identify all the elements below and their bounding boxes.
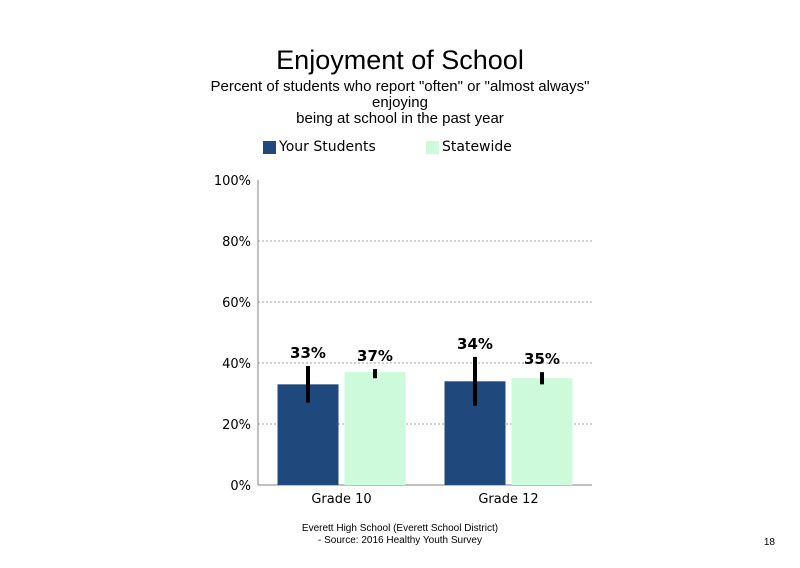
data-label: 34% [457, 335, 493, 353]
legend-label-statewide: Statewide [442, 139, 512, 155]
footer-source: - Source: 2016 Healthy Youth Survey [318, 535, 482, 546]
x-tick-label: Grade 12 [478, 492, 538, 507]
legend-item-your-students: Your Students [263, 139, 376, 155]
legend-swatch-statewide [426, 140, 439, 154]
data-label: 33% [290, 344, 326, 362]
chart-title: Enjoyment of School [276, 45, 524, 75]
y-tick-label: 20% [222, 418, 251, 433]
y-tick-label: 80% [222, 235, 251, 250]
legend-label-your-students: Your Students [279, 139, 376, 155]
y-tick-label: 40% [222, 357, 251, 372]
chart-legend: Your Students Statewide [263, 139, 563, 159]
page-number: 18 [763, 537, 775, 548]
bar [344, 372, 406, 485]
y-tick-label: 60% [222, 296, 251, 311]
data-label: 37% [357, 347, 393, 365]
source-footer: Everett High School (Everett School Dist… [250, 523, 550, 547]
data-label: 35% [524, 350, 560, 368]
legend-item-statewide: Statewide [426, 139, 512, 155]
bar [511, 378, 573, 485]
y-tick-label: 0% [230, 479, 251, 494]
subtitle-line-3: being at school in the past year [296, 110, 504, 127]
x-tick-label: Grade 10 [311, 492, 371, 507]
chart-subtitle: Percent of students who report "often" o… [150, 79, 650, 127]
legend-swatch-your-students [263, 140, 276, 154]
subtitle-line-2: enjoying [372, 94, 428, 111]
y-tick-label: 100% [214, 174, 251, 189]
subtitle-line-1: Percent of students who report "often" o… [210, 78, 590, 95]
footer-school: Everett High School (Everett School Dist… [301, 523, 499, 534]
